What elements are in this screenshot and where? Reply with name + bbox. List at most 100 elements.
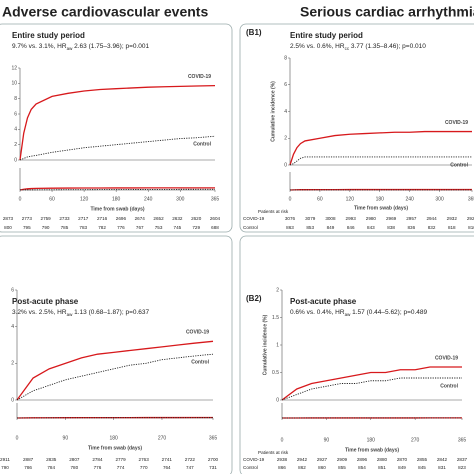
y-tick-label: 0 <box>11 397 14 403</box>
at-risk-count: 2980 <box>366 216 377 221</box>
x-tick-label: 0 <box>289 196 292 202</box>
at-risk-count: 729 <box>192 225 200 230</box>
legend-label: COVID-19 <box>188 74 211 80</box>
figure-header: Serious cardiac arrhythmia <box>300 4 474 20</box>
at-risk-count: 2909 <box>337 457 348 462</box>
km-curve <box>289 130 472 166</box>
legend-label: Control <box>450 162 468 168</box>
km-curve <box>19 135 216 161</box>
y-tick-label: 2 <box>284 136 287 142</box>
at-risk-label: Patients at risk <box>258 450 289 455</box>
at-risk-count: 745 <box>174 225 182 230</box>
at-risk-count: 2632 <box>172 216 183 221</box>
at-risk-count: 790 <box>42 225 50 230</box>
at-risk-count: 2716 <box>97 216 108 221</box>
y-tick-label: 0.5 <box>272 370 279 376</box>
panel-frame <box>0 23 233 233</box>
panel-frame <box>239 23 474 233</box>
subtitle-part: 3.2% vs. 2.5%, HR <box>12 309 67 316</box>
x-tick-label: 60 <box>317 196 323 202</box>
subtitle-part: 1.13 (0.68–1.87); p=0.637 <box>72 309 149 316</box>
at-risk-count: 3008 <box>325 216 336 221</box>
x-tick-label: 270 <box>411 437 420 443</box>
y-tick-label: 8 <box>284 55 287 61</box>
x-tick-label: 0 <box>281 437 284 443</box>
at-risk-count: 795 <box>23 225 31 230</box>
at-risk-count: 838 <box>387 225 395 230</box>
y-tick-label: 6 <box>11 287 14 293</box>
at-risk-count: 776 <box>94 465 102 470</box>
at-risk-count: 2741 <box>162 457 173 462</box>
at-risk-count: 753 <box>155 225 163 230</box>
figure-header: Adverse cardiovascular events <box>2 4 208 20</box>
at-risk-count: 2938 <box>277 457 288 462</box>
km-curve <box>16 353 214 401</box>
at-risk-count: 831 <box>438 465 446 470</box>
at-risk-count: 2921 <box>467 216 474 221</box>
x-axis-label: Time from swab (days) <box>90 206 144 212</box>
at-risk-count: 2763 <box>139 457 150 462</box>
at-risk-count: 851 <box>378 465 386 470</box>
at-risk-count: 776 <box>117 225 125 230</box>
panel: (B1) Entire study period 2.5% vs. 0.6%, HR… <box>239 23 474 233</box>
y-tick-label: 6 <box>14 111 17 117</box>
x-tick-label: 300 <box>435 196 444 202</box>
x-axis-label: Time from swab (days) <box>88 445 142 451</box>
at-risk-count: 785 <box>61 225 69 230</box>
at-risk-count: 810 <box>468 225 474 230</box>
y-tick-label: 4 <box>11 324 14 330</box>
panel: Entire study period 9.7% vs. 3.1%, HRaw 2… <box>0 23 233 233</box>
at-risk-count: 2696 <box>116 216 127 221</box>
x-tick-label: 180 <box>112 196 121 202</box>
subtitle-part: 3.77 (1.35–8.46); p=0.010 <box>349 43 426 50</box>
at-risk-count: 2835 <box>46 457 57 462</box>
x-tick-label: 60 <box>49 196 55 202</box>
subtitle-part: cc <box>345 46 350 51</box>
at-risk-count: 731 <box>209 465 217 470</box>
panel: (B2) Post-acute phase 0.6% vs. 0.4%, HRaw … <box>239 235 474 474</box>
y-tick-label: 2 <box>14 142 17 148</box>
at-risk-count: 845 <box>418 465 426 470</box>
legend-label: COVID-19 <box>435 355 458 361</box>
at-risk-count: 770 <box>140 465 148 470</box>
at-risk-count: 790 <box>1 465 9 470</box>
at-risk-count: 782 <box>98 225 106 230</box>
at-risk-count: 688 <box>211 225 219 230</box>
panel-title: Post-acute phase <box>290 297 357 306</box>
at-risk-count: 832 <box>428 225 436 230</box>
at-risk-count: 784 <box>47 465 55 470</box>
panel-subtitle: 9.7% vs. 3.1%, HRaw 2.63 (1.75–3.96); p=… <box>12 43 150 51</box>
at-risk-label: Patients at risk <box>258 209 289 214</box>
at-risk-count: 860 <box>318 465 326 470</box>
x-axis-label: Time from swab (days) <box>354 205 408 211</box>
y-tick-label: 2 <box>276 287 279 293</box>
at-risk-row-name: COVID-19 <box>243 457 265 462</box>
panel-label: (B1) <box>246 28 262 37</box>
at-risk-count: 846 <box>347 225 355 230</box>
subtitle-part: aw <box>67 312 74 317</box>
x-tick-label: 300 <box>176 196 185 202</box>
at-risk-count: 836 <box>407 225 415 230</box>
at-risk-count: 2927 <box>317 457 328 462</box>
subtitle-part: 9.7% vs. 3.1%, HR <box>12 43 67 50</box>
panel: Post-acute phase 3.2% vs. 2.5%, HRaw 1.13… <box>0 235 233 474</box>
at-risk-count: 2911 <box>0 457 10 462</box>
legend-label: Control <box>440 383 458 389</box>
y-tick-label: 0 <box>14 157 17 163</box>
at-risk-count: 823 <box>458 465 466 470</box>
x-tick-label: 365 <box>468 196 474 202</box>
x-tick-label: 0 <box>16 435 19 441</box>
x-tick-label: 120 <box>80 196 89 202</box>
at-risk-count: 849 <box>398 465 406 470</box>
subtitle-part: 2.63 (1.75–3.96); p=0.001 <box>72 43 149 50</box>
legend-label: Control <box>193 142 211 148</box>
panel-frame <box>0 235 233 474</box>
at-risk-count: 2837 <box>457 457 468 462</box>
panel-subtitle: 0.6% vs. 0.4%, HRaw 1.57 (0.44–5.62); p=… <box>290 309 428 317</box>
x-tick-label: 365 <box>209 435 218 441</box>
at-risk-count: 774 <box>117 465 125 470</box>
x-tick-label: 120 <box>346 196 355 202</box>
at-risk-count: 2957 <box>406 216 417 221</box>
at-risk-count: 747 <box>186 465 194 470</box>
at-risk-row-name: COVID-19 <box>243 216 265 221</box>
